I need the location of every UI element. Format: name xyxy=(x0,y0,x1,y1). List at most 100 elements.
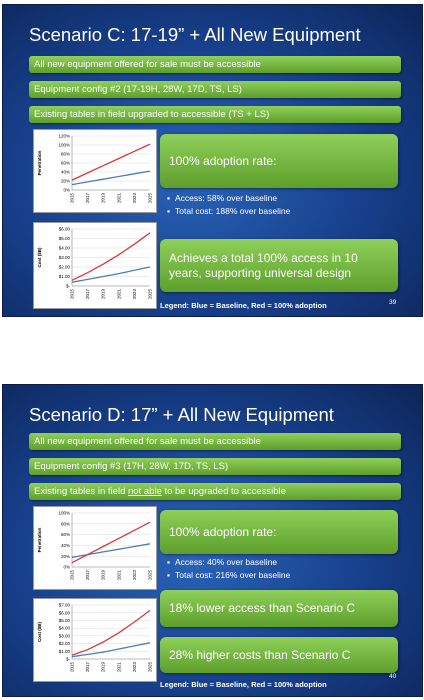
y-tick-label: $2.00 xyxy=(59,641,71,646)
y-tick-label: $6.00 xyxy=(59,610,71,615)
x-tick-label: 2019 xyxy=(101,662,106,673)
adoption-rate-box: 100% adoption rate: xyxy=(160,510,398,554)
penetration-chart-svg: Penetration 0% 20% 40% 60% 80% 100% 120% 2015 201… xyxy=(37,134,153,204)
y-tick-label: $1.00 xyxy=(59,649,71,654)
penetration-chart: Penetration 0% 20% 40% 60% 80% 100% 120% 2015 201… xyxy=(33,129,157,213)
y-tick-label: $4.00 xyxy=(59,246,71,251)
x-tick-label: 2021 xyxy=(116,289,121,300)
adoption-series-line xyxy=(71,232,151,281)
cost-chart: Cost ($B) $- $1.00 $2.00 $3.00 $4.00 $5.00 $6.0… xyxy=(33,222,157,309)
page-number: 40 xyxy=(389,673,397,680)
x-tick-label: 2023 xyxy=(132,193,137,204)
bullet-access: Access: 58% over baseline xyxy=(167,193,290,203)
y-tick-label: $6.00 xyxy=(59,227,71,232)
y-tick-label: $3.00 xyxy=(59,633,71,638)
y-tick-label: 80% xyxy=(61,521,70,526)
y-tick-label: $3.00 xyxy=(59,255,71,260)
requirement-bar: All new equipment offered for sale must … xyxy=(29,56,401,73)
callout-text: Achieves a total 100% access in 10 years… xyxy=(169,250,358,280)
x-tick-label: 2025 xyxy=(148,289,153,300)
y-axis-label: Cost ($B) xyxy=(37,621,42,642)
slide-scenario-c: Scenario C: 17-19” + All New Equipment A… xyxy=(2,4,423,317)
y-tick-label: $2.00 xyxy=(59,265,71,270)
adoption-series-line xyxy=(71,521,151,564)
callout-text: 18% lower access than Scenario C xyxy=(169,601,356,615)
y-tick-label: $- xyxy=(66,657,71,662)
y-tick-label: 120% xyxy=(58,134,70,139)
callout-box-access: 18% lower access than Scenario C xyxy=(160,590,398,627)
bullet-total-cost: Total cost: 188% over baseline xyxy=(167,206,290,216)
y-tick-label: 40% xyxy=(61,170,70,175)
requirement-bar-text: All new equipment offered for sale must … xyxy=(34,59,261,70)
y-tick-label: 0% xyxy=(63,188,70,193)
x-tick-label: 2021 xyxy=(116,662,121,673)
x-tick-label: 2017 xyxy=(85,570,90,581)
chart-legend: Legend: Blue = Baseline, Red = 100% adop… xyxy=(160,301,327,310)
requirement-bar-text: Equipment config #2 (17-19H, 28W, 17D, T… xyxy=(34,84,242,95)
y-tick-label: 80% xyxy=(61,152,70,157)
y-tick-label: 60% xyxy=(61,532,70,537)
requirement-bar-text: Existing tables in field upgraded to acc… xyxy=(34,109,270,120)
baseline-series-line xyxy=(71,543,151,558)
adoption-series-line xyxy=(71,609,151,656)
requirement-bar: Existing tables in field not able to be … xyxy=(29,483,401,500)
y-tick-label: $7.00 xyxy=(59,603,71,608)
callout-box-cost: 28% higher costs than Scenario C xyxy=(160,637,398,673)
baseline-series-line xyxy=(71,266,151,283)
x-tick-label: 2017 xyxy=(85,193,90,204)
penetration-chart-svg: Penetration 0% 20% 40% 60% 80% 100% 2015 2017 201… xyxy=(37,511,153,581)
adoption-rate-label: 100% adoption rate: xyxy=(169,524,277,539)
y-tick-label: 20% xyxy=(61,554,70,559)
cost-chart-svg: Cost ($B) $- $1.00 $2.00 $3.00 $4.00 $5.00 $6.0… xyxy=(37,603,153,673)
y-tick-label: 100% xyxy=(58,511,70,516)
requirement-bar: Existing tables in field upgraded to acc… xyxy=(29,106,401,123)
x-tick-label: 2025 xyxy=(148,193,153,204)
x-tick-label: 2019 xyxy=(101,289,106,300)
chart-legend: Legend: Blue = Baseline, Red = 100% adop… xyxy=(160,680,327,689)
bullet-access: Access: 40% over baseline xyxy=(167,557,290,567)
bullet-list: Access: 58% over baseline Total cost: 18… xyxy=(167,193,290,219)
y-tick-label: 20% xyxy=(61,179,70,184)
callout-text: 28% higher costs than Scenario C xyxy=(169,647,351,662)
y-tick-label: 0% xyxy=(63,565,70,570)
x-tick-label: 2019 xyxy=(101,570,106,581)
y-tick-label: 40% xyxy=(61,543,70,548)
penetration-chart: Penetration 0% 20% 40% 60% 80% 100% 2015 2017 201… xyxy=(33,506,157,590)
bullet-list: Access: 40% over baseline Total cost: 21… xyxy=(167,557,290,583)
y-tick-label: $1.00 xyxy=(59,274,71,279)
x-tick-label: 2025 xyxy=(148,662,153,673)
x-tick-label: 2023 xyxy=(132,662,137,673)
y-axis-label: Penetration xyxy=(37,150,42,175)
x-tick-label: 2017 xyxy=(85,289,90,300)
requirement-bar: Equipment config #3 (17H, 28W, 17D, TS, … xyxy=(29,458,401,475)
y-axis-label: Penetration xyxy=(37,527,42,552)
bullet-total-cost: Total cost: 216% over baseline xyxy=(167,570,290,580)
x-tick-label: 2025 xyxy=(148,570,153,581)
y-tick-label: $5.00 xyxy=(59,236,71,241)
requirement-bar-text: to be upgraded to accessible xyxy=(161,486,286,497)
x-tick-label: 2015 xyxy=(70,289,75,300)
requirement-bar-text: Equipment config #3 (17H, 28W, 17D, TS, … xyxy=(34,461,229,472)
adoption-rate-box: 100% adoption rate: xyxy=(160,134,398,188)
x-tick-label: 2019 xyxy=(101,193,106,204)
x-tick-label: 2023 xyxy=(132,570,137,581)
requirement-bar-text: not able xyxy=(128,486,162,497)
callout-box: Achieves a total 100% access in 10 years… xyxy=(160,239,398,292)
baseline-series-line xyxy=(71,170,151,186)
x-tick-label: 2017 xyxy=(85,662,90,673)
adoption-rate-label: 100% adoption rate: xyxy=(169,153,277,168)
requirement-bar-text: All new equipment offered for sale must … xyxy=(34,436,261,447)
y-axis-label: Cost ($B) xyxy=(37,247,42,268)
x-tick-label: 2015 xyxy=(70,570,75,581)
x-tick-label: 2021 xyxy=(116,193,121,204)
x-tick-label: 2021 xyxy=(116,570,121,581)
y-tick-label: 60% xyxy=(61,161,70,166)
requirement-bar: Equipment config #2 (17-19H, 28W, 17D, T… xyxy=(29,81,401,98)
y-tick-label: $4.00 xyxy=(59,626,71,631)
adoption-series-line xyxy=(71,143,151,181)
slide-scenario-d: Scenario D: 17” + All New Equipment All … xyxy=(2,384,423,697)
y-tick-label: $- xyxy=(66,284,71,289)
slide-title: Scenario D: 17” + All New Equipment xyxy=(29,404,334,425)
page-number: 39 xyxy=(389,299,397,306)
requirement-bar: All new equipment offered for sale must … xyxy=(29,433,401,450)
